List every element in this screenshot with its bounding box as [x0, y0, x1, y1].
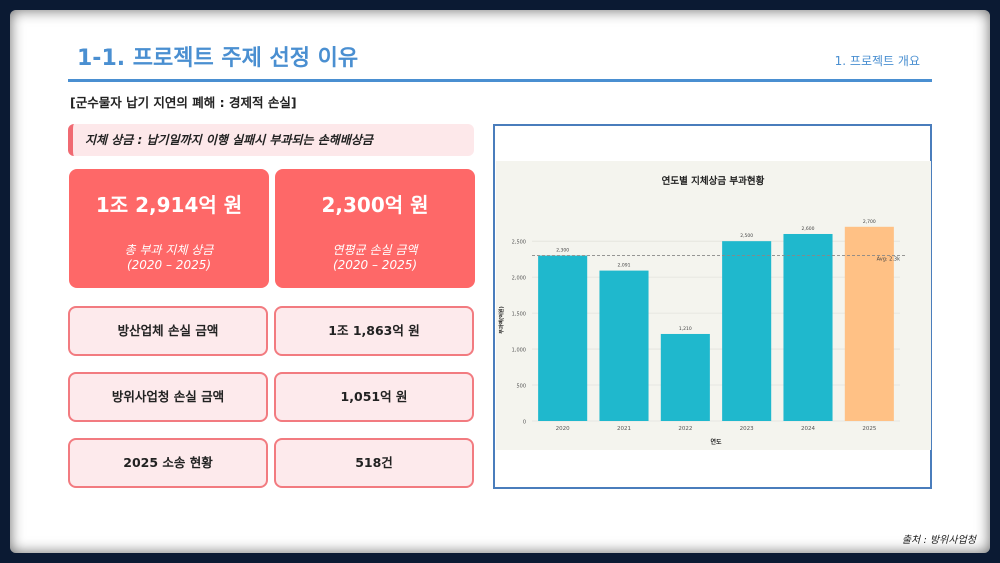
table-row-label: 방산업체 손실 금액	[68, 306, 268, 356]
section-subtitle: [군수물자 납기 지연의 폐해 : 경제적 손실]	[70, 95, 297, 110]
x-axis-label: 연도	[710, 438, 722, 446]
source-note: 출처 : 방위사업청	[901, 535, 976, 546]
x-tick-label: 2022	[678, 426, 692, 432]
section-label: 1. 프로젝트 개요	[834, 54, 920, 68]
bar-value-label: 2,700	[863, 219, 876, 225]
chart-bar	[538, 255, 588, 421]
chart-bar	[783, 233, 833, 421]
y-tick-label: 1,000	[512, 348, 526, 354]
annual-average-label-line1: 연평균 손실 금액	[332, 243, 418, 257]
chart-bar	[599, 270, 649, 421]
total-penalty-label: 총 부과 지체 상금 (2020 – 2025)	[69, 243, 269, 273]
total-penalty-card: 1조 2,914억 원 총 부과 지체 상금 (2020 – 2025)	[69, 169, 269, 288]
y-tick-label: 0	[523, 420, 526, 426]
definition-callout: 지체 상금 : 납기일까지 이행 실패시 부과되는 손해배상금	[68, 124, 474, 156]
table-row-label: 2025 소송 현황	[68, 438, 268, 488]
table-row-value: 1조 1,863억 원	[274, 306, 474, 356]
average-line-label: Avg: 2.3k	[877, 257, 900, 263]
bar-value-label: 2,091	[618, 263, 631, 269]
x-tick-label: 2020	[556, 426, 570, 432]
x-tick-label: 2024	[801, 426, 815, 432]
total-penalty-label-line1: 총 부과 지체 상금	[124, 243, 214, 257]
y-tick-label: 2,500	[512, 240, 526, 246]
page-title: 1-1. 프로젝트 주제 선정 이유	[77, 46, 359, 71]
total-penalty-label-line2: (2020 – 2025)	[126, 258, 212, 272]
bar-value-label: 2,600	[802, 226, 815, 232]
chart-bar	[722, 241, 772, 421]
y-tick-label: 1,500	[512, 312, 526, 318]
y-tick-label: 500	[516, 384, 526, 390]
annual-average-label: 연평균 손실 금액 (2020 – 2025)	[275, 243, 475, 273]
annual-average-value: 2,300억 원	[321, 193, 429, 217]
bar-value-label: 1,210	[679, 326, 692, 332]
annual-average-card: 2,300억 원 연평균 손실 금액 (2020 – 2025)	[275, 169, 475, 288]
table-row-label: 방위사업청 손실 금액	[68, 372, 268, 422]
bar-value-label: 2,300	[556, 248, 569, 254]
chart-bar	[844, 226, 894, 421]
table-row-value: 518건	[274, 438, 474, 488]
x-tick-label: 2025	[862, 426, 876, 432]
chart-bar	[660, 333, 710, 421]
x-tick-label: 2021	[617, 426, 631, 432]
title-divider	[68, 79, 932, 82]
y-axis-label: 부과액(억원)	[498, 306, 505, 334]
x-tick-label: 2023	[740, 426, 754, 432]
bar-value-label: 2,500	[740, 233, 753, 239]
chart-title: 연도별 지체상금 부과현황	[662, 175, 765, 187]
annual-average-label-line2: (2020 – 2025)	[332, 258, 418, 272]
y-tick-label: 2,000	[512, 276, 526, 282]
total-penalty-value: 1조 2,914억 원	[95, 193, 243, 217]
table-row-value: 1,051억 원	[274, 372, 474, 422]
